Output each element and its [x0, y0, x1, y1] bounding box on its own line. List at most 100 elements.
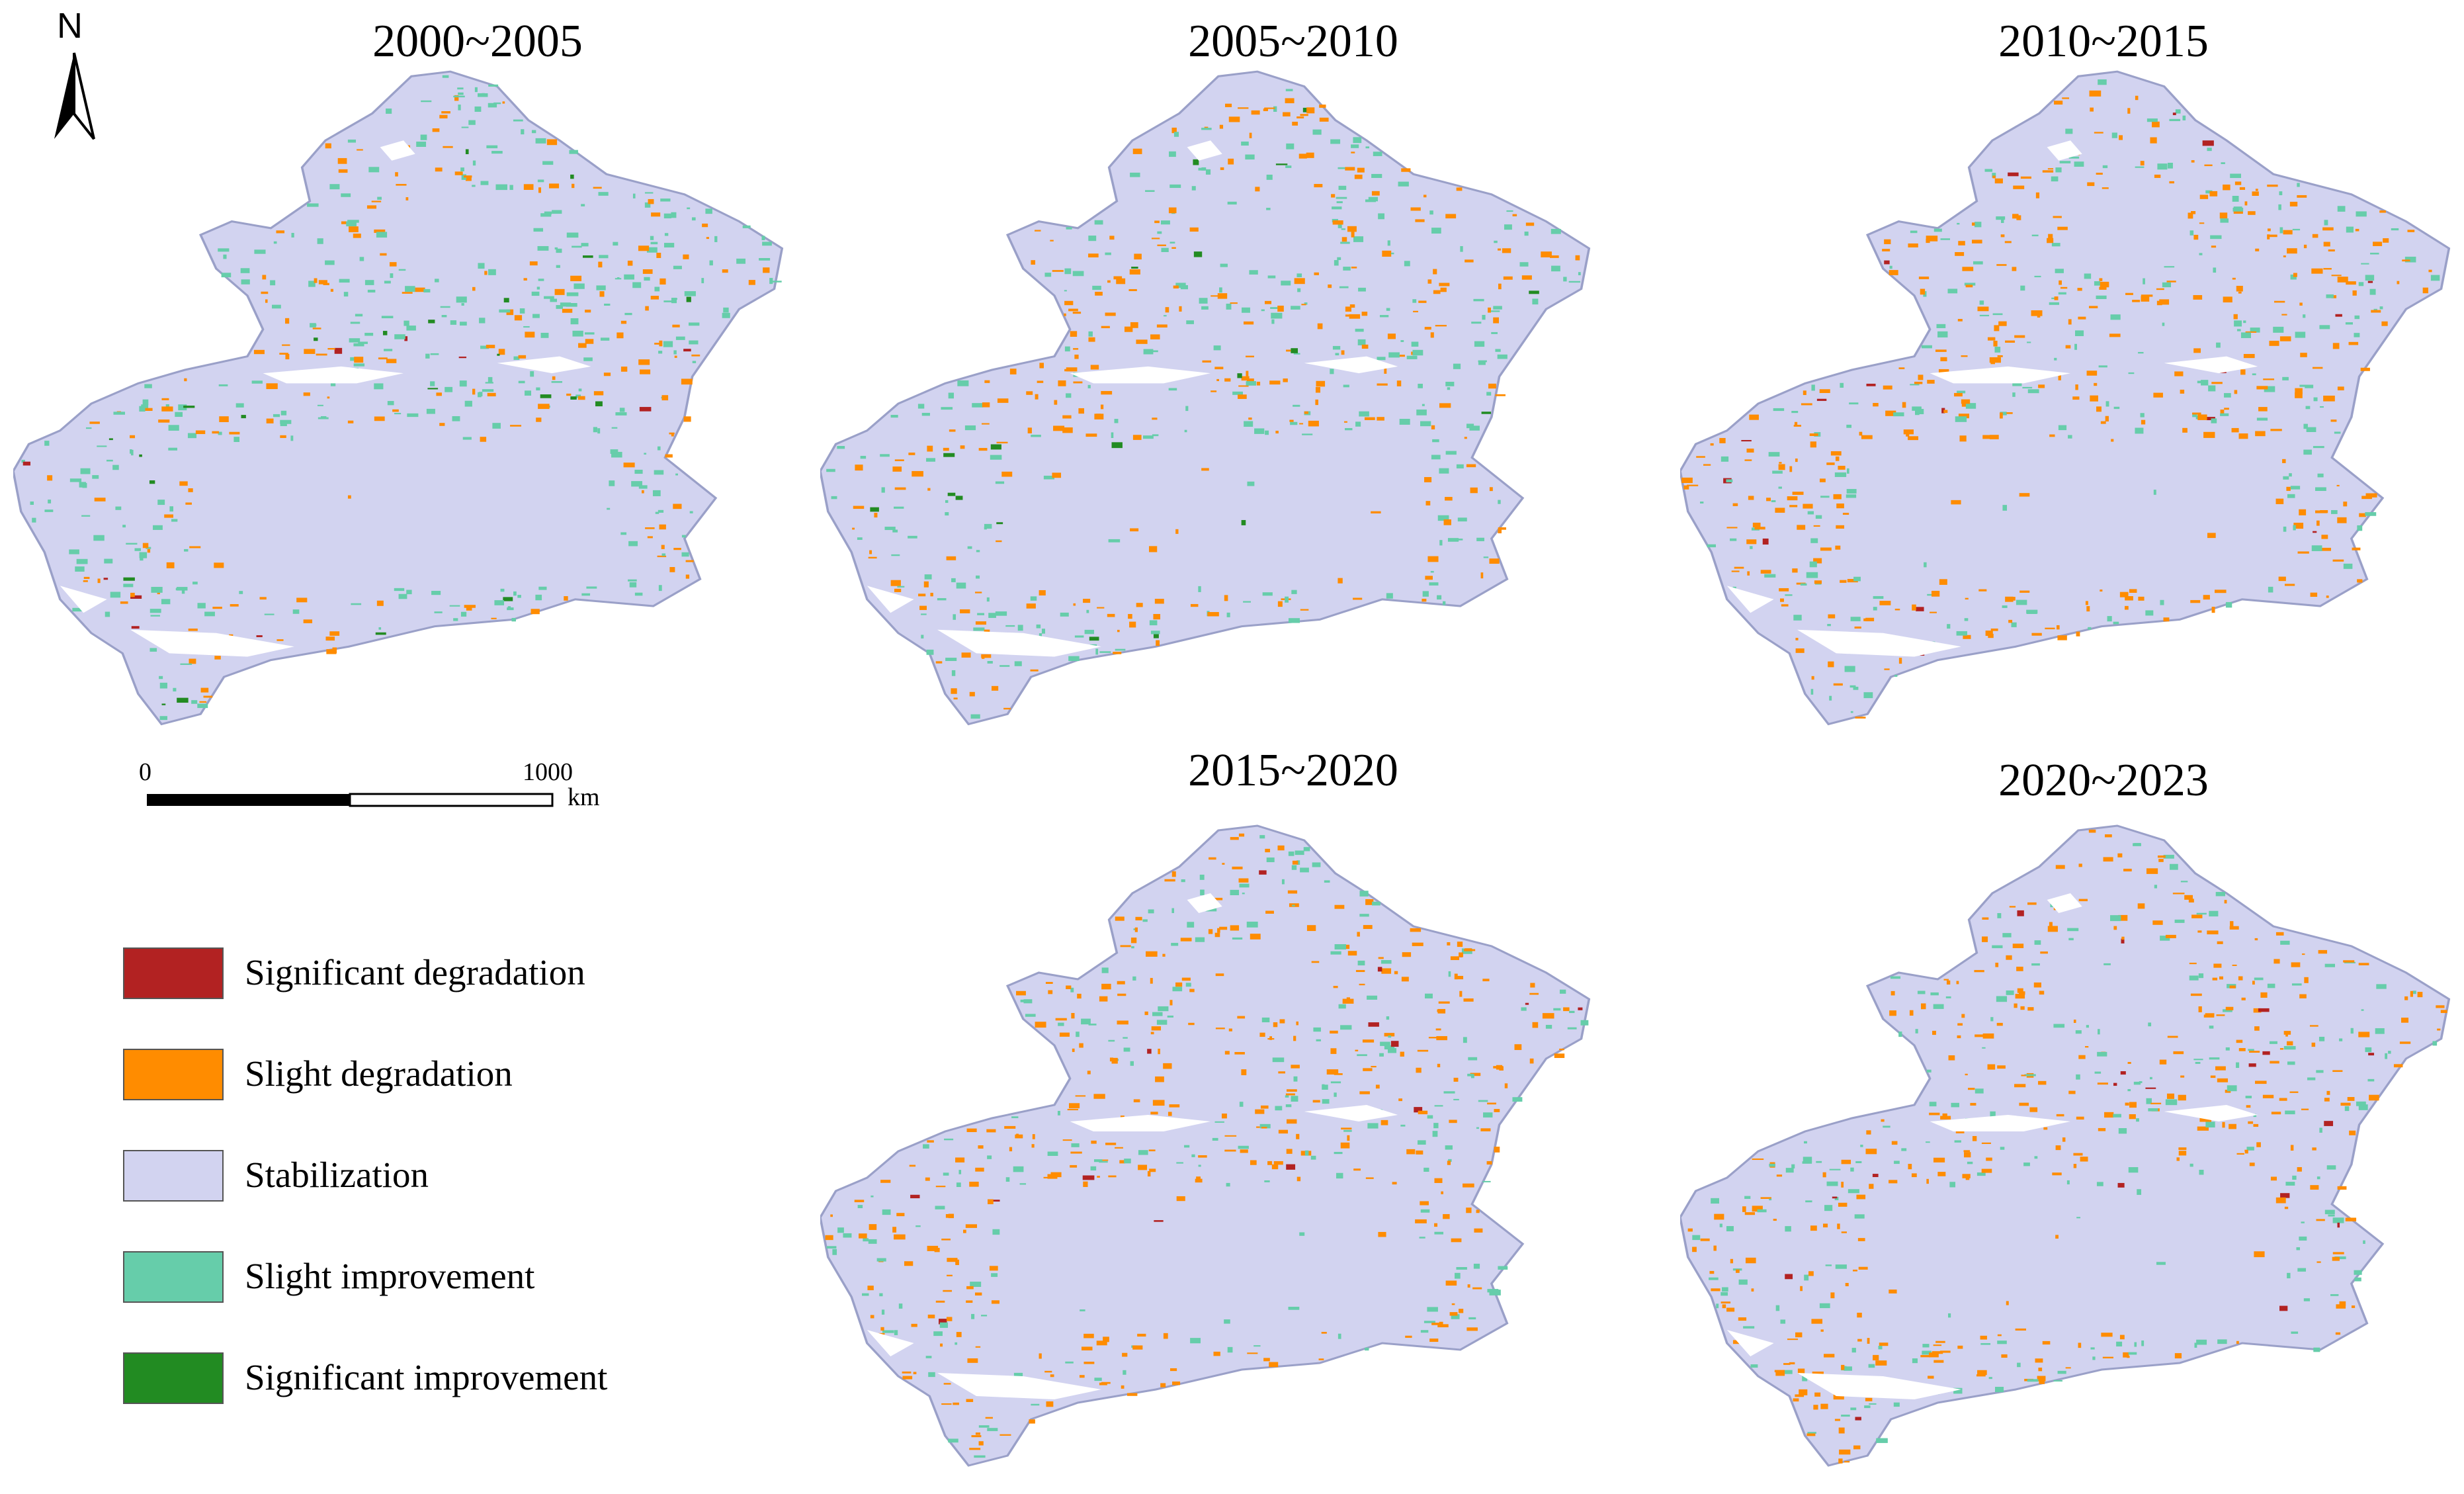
change-patch [177, 697, 189, 703]
change-patch [2397, 281, 2400, 285]
change-patch [2337, 1222, 2340, 1228]
change-patch [1196, 1176, 1201, 1181]
change-patch [2304, 977, 2309, 983]
change-patch [1259, 1032, 1265, 1037]
change-patch [2034, 940, 2041, 945]
change-patch [1013, 1166, 1024, 1172]
change-patch [1545, 1024, 1552, 1029]
change-patch [2199, 222, 2205, 224]
change-patch [503, 597, 513, 601]
change-patch [1311, 961, 1320, 963]
change-patch [2319, 325, 2330, 330]
change-patch [2267, 184, 2278, 187]
change-patch [1238, 833, 1245, 837]
change-patch [1989, 435, 1999, 439]
change-patch [2111, 439, 2114, 442]
change-patch [1365, 899, 1374, 905]
change-patch [1230, 302, 1238, 304]
change-patch [2197, 414, 2207, 420]
change-patch [1156, 324, 1168, 328]
change-patch [2129, 1102, 2137, 1108]
change-patch [1833, 494, 1842, 500]
change-patch [2357, 579, 2363, 583]
change-patch [2121, 938, 2125, 944]
change-patch [1414, 1107, 1423, 1113]
change-patch [2253, 1114, 2257, 1118]
change-patch [1957, 222, 1960, 225]
change-patch [1134, 927, 1138, 932]
change-patch [1075, 1095, 1086, 1097]
change-patch [1201, 468, 1209, 471]
change-patch [1445, 214, 1457, 219]
change-patch [1050, 1374, 1054, 1378]
change-patch [1410, 207, 1421, 211]
change-patch [2351, 1305, 2356, 1308]
change-patch [1269, 1036, 1272, 1040]
change-patch [2074, 161, 2084, 167]
change-patch [1246, 355, 1254, 358]
change-patch [1108, 539, 1121, 543]
change-patch [2167, 162, 2173, 169]
change-patch [2280, 1193, 2290, 1198]
change-patch [2331, 509, 2338, 514]
change-patch [426, 408, 435, 414]
change-patch [1088, 1024, 1097, 1026]
change-patch [1869, 1403, 1877, 1405]
change-patch [1789, 466, 1793, 472]
change-patch [949, 429, 956, 432]
change-patch [1470, 1074, 1474, 1078]
change-patch [2076, 631, 2080, 637]
change-patch [1498, 500, 1501, 504]
change-patch [219, 416, 229, 422]
change-patch [273, 241, 277, 244]
change-patch [2289, 1091, 2299, 1093]
change-patch [977, 613, 984, 615]
change-patch [897, 586, 905, 588]
change-patch [2078, 899, 2088, 902]
change-patch [1107, 280, 1111, 283]
change-patch [452, 416, 460, 421]
change-patch [1420, 1330, 1429, 1333]
change-patch [2262, 1094, 2274, 1098]
change-patch [1164, 315, 1167, 317]
change-patch [1088, 236, 1097, 242]
change-patch [2430, 275, 2440, 281]
change-patch [1980, 1342, 1991, 1345]
change-patch [536, 286, 540, 290]
change-patch [357, 149, 363, 151]
change-patch [2133, 1081, 2141, 1085]
change-patch [1169, 242, 1175, 243]
change-patch [456, 296, 467, 303]
change-patch [1762, 538, 1769, 545]
change-patch [1011, 1116, 1019, 1118]
change-patch [386, 359, 397, 363]
change-patch [2094, 281, 2101, 286]
change-patch [1230, 889, 1240, 896]
change-patch [1148, 546, 1158, 552]
change-patch [2102, 165, 2108, 169]
change-patch [892, 466, 902, 472]
change-patch [1961, 403, 1968, 407]
change-patch [702, 223, 708, 228]
change-patch [347, 139, 357, 143]
change-patch [2316, 1176, 2320, 1180]
change-patch [1373, 152, 1382, 156]
change-patch [115, 506, 122, 510]
change-patch [1365, 1347, 1369, 1351]
change-patch [536, 417, 542, 422]
change-patch [1250, 934, 1261, 940]
change-patch [1854, 626, 1861, 629]
change-patch [1850, 711, 1853, 713]
change-patch [1105, 1143, 1117, 1145]
change-patch [1883, 385, 1892, 390]
change-patch [1502, 248, 1511, 253]
change-patch [2012, 392, 2016, 397]
change-patch [2254, 1251, 2265, 1258]
change-patch [2404, 256, 2416, 263]
change-patch [1963, 1150, 1971, 1153]
change-patch [1099, 1161, 1108, 1163]
change-patch [1264, 107, 1275, 109]
legend-swatch [123, 1049, 224, 1100]
change-patch [1473, 1263, 1480, 1269]
change-patch [926, 649, 934, 655]
